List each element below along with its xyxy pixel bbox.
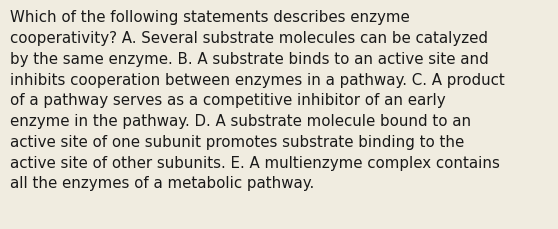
Text: Which of the following statements describes enzyme
cooperativity? A. Several sub: Which of the following statements descri…	[10, 10, 505, 191]
